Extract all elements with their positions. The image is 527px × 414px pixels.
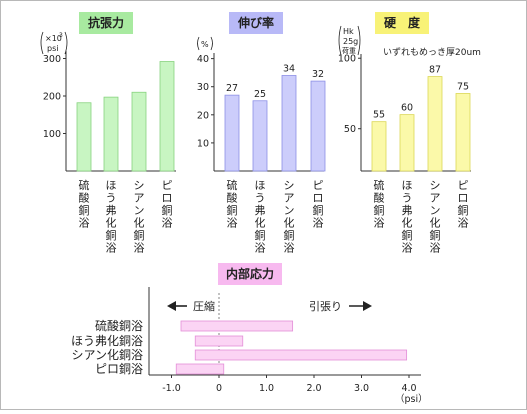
elongation-title: 伸び率 <box>237 15 274 30</box>
elongation-bar-4 <box>310 80 326 172</box>
elongation-bar-1 <box>224 94 240 172</box>
elongation-bar-3 <box>281 75 297 172</box>
compression-annotation: 圧縮 <box>167 299 215 313</box>
stress-bar-3 <box>194 349 408 361</box>
stress-title-bg <box>218 263 282 285</box>
tensile-bar-3 <box>131 91 147 172</box>
stress-unit: （psi） <box>395 393 428 405</box>
hardness-bar-4 <box>455 93 471 172</box>
tensile-title: 抗張力 <box>88 15 124 30</box>
tensile-category-label-2: ほう弗化銅浴 <box>106 179 117 255</box>
hardness-y-tick-label: 100 <box>338 54 356 65</box>
tensile-unit-line-1: ×10 <box>45 34 62 43</box>
elongation-y-tick-label: 10 <box>197 138 209 149</box>
elongation-y-tick-label: 20 <box>197 110 209 121</box>
tensile-bar-2 <box>103 96 119 172</box>
tensile-y-tick-label: 100 <box>43 129 61 140</box>
hardness-unit-line-3: 荷重 <box>342 46 356 55</box>
hardness-unit-line-2: 25g <box>343 37 358 46</box>
elongation-data-label-2: 25 <box>254 89 266 100</box>
compression-label: 圧縮 <box>193 299 215 313</box>
elongation-category-label-3: シアン化銅浴 <box>284 179 295 255</box>
tensile-category-label-4: ピロ銅浴 <box>162 179 173 230</box>
elongation-y-tick-label: 30 <box>197 82 209 93</box>
tensile-y-tick-label: 300 <box>43 54 61 65</box>
elongation-data-label-3: 34 <box>283 63 295 74</box>
elongation-category-label-1: 硫酸銅浴 <box>227 178 238 230</box>
stress-category-label-2: ほう弗化銅浴 <box>71 334 143 348</box>
hardness-category-label-4: ピロ銅浴 <box>458 179 469 230</box>
hardness-bar-2 <box>399 114 415 172</box>
hardness-unit-line-1: Hk <box>343 27 354 36</box>
elongation-data-label-4: 32 <box>312 69 324 80</box>
stress-x-tick-label: 4.0 <box>401 383 416 394</box>
compression-arrowhead <box>167 301 176 311</box>
elongation-bar-2 <box>252 100 268 172</box>
stress-bar-4 <box>175 363 225 375</box>
tensile-unit: ×10 3 psi <box>45 32 63 53</box>
hardness-category-label-2: ほう弗化銅浴 <box>402 179 413 255</box>
hardness-unit-bracket <box>338 25 361 56</box>
hardness-bar-3 <box>427 76 443 172</box>
hardness-title: 硬 度 <box>384 15 421 30</box>
tensile-category-label-3: シアン化銅浴 <box>134 179 145 255</box>
hardness-y-tick-label: 50 <box>344 124 356 135</box>
elongation-y-tick-label: 40 <box>197 54 209 65</box>
tension-arrowhead <box>363 301 372 311</box>
stress-category-label-1: 硫酸銅浴 <box>95 318 143 333</box>
elongation-category-label-2: ほう弗化銅浴 <box>255 179 266 255</box>
tensile-bar-4 <box>159 61 175 172</box>
stress-x-tick-label: 2.0 <box>306 383 321 394</box>
hardness-category-label-3: シアン化銅浴 <box>430 179 441 255</box>
hardness-data-label-1: 55 <box>373 110 385 121</box>
hardness-data-label-3: 87 <box>429 65 441 76</box>
stress-x-tick-label: 0 <box>216 383 222 394</box>
tensile-title-bg <box>79 12 133 34</box>
stress-category-label-4: ピロ銅浴 <box>95 362 143 376</box>
stress-title: 内部応力 <box>226 266 274 281</box>
tensile-unit-line-2: psi <box>47 44 58 53</box>
tensile-bar-1 <box>76 102 92 172</box>
stress-bar-1 <box>180 320 294 332</box>
hardness-data-label-2: 60 <box>401 103 413 114</box>
stress-bar-2 <box>194 335 244 347</box>
tension-label: 引張り <box>309 299 342 313</box>
tension-annotation: 引張り <box>309 299 372 313</box>
elongation-category-label-4: ピロ銅浴 <box>313 179 324 230</box>
hardness-unit: Hk 25g 荷重 <box>342 27 358 55</box>
elongation-unit: % <box>201 40 209 49</box>
hardness-title-bg <box>375 12 429 34</box>
stress-x-tick-label: -1.0 <box>162 383 181 394</box>
tensile-category-label-1: 硫酸銅浴 <box>79 178 90 230</box>
tensile-unit-sup: 3 <box>59 32 63 39</box>
stress-x-tick-label: 1.0 <box>259 383 274 394</box>
stress-category-label-3: シアン化銅浴 <box>71 348 143 362</box>
hardness-category-label-1: 硫酸銅浴 <box>374 178 385 230</box>
elongation-unit-bracket <box>197 36 213 51</box>
stress-x-tick-label: 3.0 <box>354 383 369 394</box>
elongation-data-label-1: 27 <box>226 83 238 94</box>
hardness-data-label-4: 75 <box>457 81 469 92</box>
tensile-y-tick-label: 200 <box>43 92 61 103</box>
hardness-annotation: いずれもめっき厚20um <box>383 47 481 58</box>
elongation-title-bg <box>229 12 283 34</box>
hardness-bar-1 <box>371 121 387 172</box>
